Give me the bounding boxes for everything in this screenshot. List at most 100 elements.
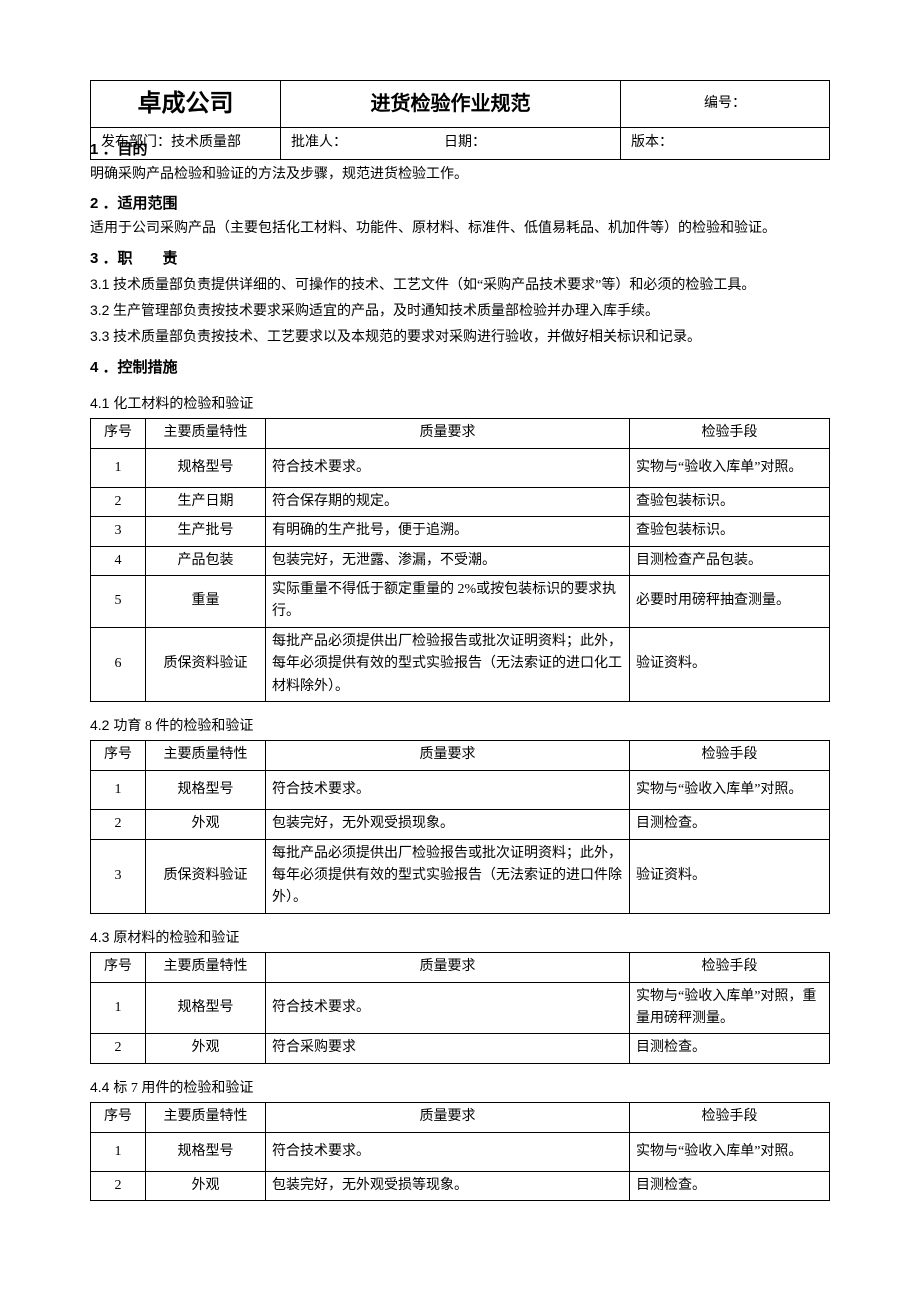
cell-method: 验证资料。	[630, 839, 830, 913]
section-4-heading: 4 ．控制措施	[90, 356, 830, 380]
cell-req: 包装完好，无外观受损现象。	[266, 810, 630, 839]
col-char-header: 主要质量特性	[146, 953, 266, 982]
inspection-table: 序号 主要质量特性 质量要求 检验手段 1 规格型号 符合技术要求。 实物与“验…	[90, 1102, 830, 1201]
table-row: 3 质保资料验证 每批产品必须提供出厂检验报告或批次证明资料；此外，每年必须提供…	[91, 839, 830, 913]
cell-seq: 4	[91, 546, 146, 575]
section-2-title: 适用范围	[118, 196, 178, 212]
cell-seq: 1	[91, 448, 146, 487]
cell-char: 规格型号	[146, 1132, 266, 1171]
col-seq-header: 序号	[91, 953, 146, 982]
cell-req: 符合技术要求。	[266, 982, 630, 1034]
table-caption: 4.4 标 7 用件的检验和验证	[90, 1076, 830, 1100]
cell-method: 验证资料。	[630, 627, 830, 701]
table-row: 2 生产日期 符合保存期的规定。 查验包装标识。	[91, 487, 830, 516]
cell-req: 符合技术要求。	[266, 770, 630, 809]
sub-item-num: 3.1	[90, 276, 109, 292]
col-req-header: 质量要求	[266, 1103, 630, 1132]
section-1-title: 目的	[118, 142, 148, 158]
cell-seq: 1	[91, 770, 146, 809]
cell-req: 有明确的生产批号，便于追溯。	[266, 517, 630, 546]
section-2-heading: 2 ．适用范围	[90, 192, 830, 216]
col-method-header: 检验手段	[630, 1103, 830, 1132]
table-header-row: 序号 主要质量特性 质量要求 检验手段	[91, 953, 830, 982]
approver-label: 批准人：	[291, 135, 347, 150]
col-seq-header: 序号	[91, 1103, 146, 1132]
col-req-header: 质量要求	[266, 419, 630, 448]
cell-method: 实物与“验收入库单”对照，重量用磅秤测量。	[630, 982, 830, 1034]
cell-method: 必要时用磅秤抽查测量。	[630, 576, 830, 628]
cell-req: 包装完好，无泄露、渗漏，不受潮。	[266, 546, 630, 575]
cell-req: 符合采购要求	[266, 1034, 630, 1063]
cell-seq: 3	[91, 517, 146, 546]
sub-item-num: 3.3	[90, 328, 109, 344]
section-2-body: 适用于公司采购产品（主要包括化工材料、功能件、原材料、标准件、低值易耗品、机加件…	[90, 218, 830, 240]
cell-char: 外观	[146, 1171, 266, 1200]
section-1-body: 明确采购产品检验和验证的方法及步骤，规范进货检验工作。	[90, 164, 830, 186]
sub-item-num: 3.2	[90, 302, 109, 318]
section-3-num: 3 ．	[90, 250, 118, 267]
document-title: 进货检验作业规范	[281, 81, 621, 128]
col-method-header: 检验手段	[630, 741, 830, 770]
cell-seq: 1	[91, 1132, 146, 1171]
cell-method: 查验包装标识。	[630, 487, 830, 516]
table-row: 2 外观 包装完好，无外观受损等现象。 目测检查。	[91, 1171, 830, 1200]
cell-req: 符合技术要求。	[266, 448, 630, 487]
cell-req: 每批产品必须提供出厂检验报告或批次证明资料；此外，每年必须提供有效的型式实验报告…	[266, 627, 630, 701]
cell-seq: 2	[91, 1034, 146, 1063]
cell-req: 实际重量不得低于额定重量的 2%或按包装标识的要求执行。	[266, 576, 630, 628]
sub-item-text: 生产管理部负责按技术要求采购适宜的产品，及时通知技术质量部检验并办理入库手续。	[113, 304, 659, 319]
caption-num: 4.3	[90, 929, 109, 945]
cell-method: 查验包装标识。	[630, 517, 830, 546]
code-label: 编号：	[621, 81, 830, 128]
cell-char: 生产日期	[146, 487, 266, 516]
cell-char: 规格型号	[146, 982, 266, 1034]
caption-num: 4.2	[90, 717, 109, 733]
date-label: 日期：	[444, 135, 486, 150]
cell-char: 生产批号	[146, 517, 266, 546]
table-header-row: 序号 主要质量特性 质量要求 检验手段	[91, 419, 830, 448]
table-row: 1 规格型号 符合技术要求。 实物与“验收入库单”对照。	[91, 770, 830, 809]
cell-char: 规格型号	[146, 770, 266, 809]
cell-method: 实物与“验收入库单”对照。	[630, 770, 830, 809]
section-3-item: 3.2 生产管理部负责按技术要求采购适宜的产品，及时通知技术质量部检验并办理入库…	[90, 299, 830, 323]
cell-seq: 2	[91, 1171, 146, 1200]
col-char-header: 主要质量特性	[146, 419, 266, 448]
table-row: 1 规格型号 符合技术要求。 实物与“验收入库单”对照。	[91, 448, 830, 487]
table-row: 5 重量 实际重量不得低于额定重量的 2%或按包装标识的要求执行。 必要时用磅秤…	[91, 576, 830, 628]
table-row: 3 生产批号 有明确的生产批号，便于追溯。 查验包装标识。	[91, 517, 830, 546]
section-3-item: 3.1 技术质量部负责提供详细的、可操作的技术、工艺文件（如“采购产品技术要求”…	[90, 273, 830, 297]
table-caption: 4.2 功育 8 件的检验和验证	[90, 714, 830, 738]
cell-char: 外观	[146, 810, 266, 839]
cell-method: 实物与“验收入库单”对照。	[630, 448, 830, 487]
table-header-row: 序号 主要质量特性 质量要求 检验手段	[91, 741, 830, 770]
inspection-table: 序号 主要质量特性 质量要求 检验手段 1 规格型号 符合技术要求。 实物与“验…	[90, 418, 830, 702]
sub-item-text: 技术质量部负责提供详细的、可操作的技术、工艺文件（如“采购产品技术要求”等）和必…	[113, 278, 755, 293]
section-1-num: 1 ．	[90, 141, 118, 158]
caption-num: 4.1	[90, 395, 109, 411]
cell-method: 目测检查。	[630, 1034, 830, 1063]
cell-char: 规格型号	[146, 448, 266, 487]
cell-seq: 3	[91, 839, 146, 913]
cell-seq: 6	[91, 627, 146, 701]
cell-char: 质保资料验证	[146, 627, 266, 701]
caption-text: 标 7 用件的检验和验证	[113, 1081, 253, 1096]
caption-text: 功育 8 件的检验和验证	[113, 719, 253, 734]
col-req-header: 质量要求	[266, 741, 630, 770]
cell-char: 外观	[146, 1034, 266, 1063]
cell-seq: 2	[91, 810, 146, 839]
cell-req: 每批产品必须提供出厂检验报告或批次证明资料；此外，每年必须提供有效的型式实验报告…	[266, 839, 630, 913]
col-req-header: 质量要求	[266, 953, 630, 982]
cell-char: 质保资料验证	[146, 839, 266, 913]
cell-req: 符合技术要求。	[266, 1132, 630, 1171]
table-caption: 4.3 原材料的检验和验证	[90, 926, 830, 950]
cell-method: 实物与“验收入库单”对照。	[630, 1132, 830, 1171]
cell-seq: 2	[91, 487, 146, 516]
caption-num: 4.4	[90, 1079, 109, 1095]
table-header-row: 序号 主要质量特性 质量要求 检验手段	[91, 1103, 830, 1132]
cell-req: 包装完好，无外观受损等现象。	[266, 1171, 630, 1200]
cell-char: 重量	[146, 576, 266, 628]
company-name: 卓成公司	[91, 81, 281, 128]
cell-req: 符合保存期的规定。	[266, 487, 630, 516]
col-method-header: 检验手段	[630, 419, 830, 448]
cell-seq: 1	[91, 982, 146, 1034]
